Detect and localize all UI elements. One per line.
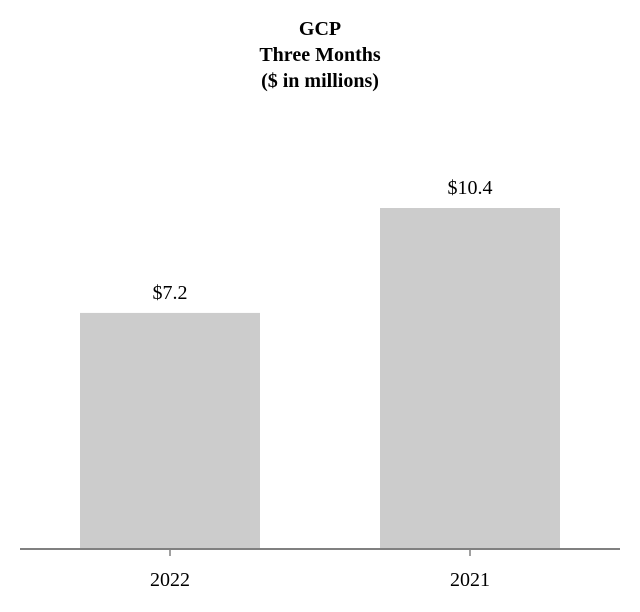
bar-2021 [380,208,560,549]
bar-2022 [80,312,260,549]
chart-title-line-1: GCP [298,18,342,40]
chart-title: GCP Three Months ($ in millions) [0,16,640,94]
data-labels-layer: $7.2 $10.4 [153,177,493,304]
chart-title-line-2: Three Months [259,44,381,66]
data-label-2022: $7.2 [153,282,188,304]
chart-title-line-3: ($ in millions) [261,70,379,92]
bars-layer [80,208,560,549]
data-label-2021: $10.4 [448,177,493,199]
x-tick-label-2021: 2021 [450,569,490,591]
x-axis-ticks-layer: 2022 2021 [150,549,490,591]
x-tick-label-2022: 2022 [150,569,190,591]
